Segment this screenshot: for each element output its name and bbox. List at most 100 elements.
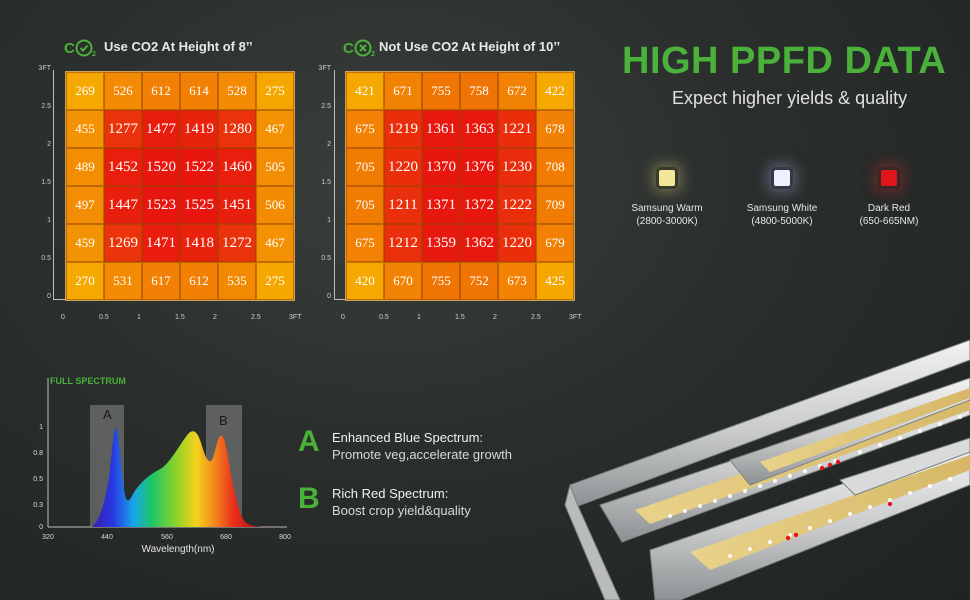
ppfd-cell: 755 [422,262,460,300]
ppfd-cell: 1419 [180,110,218,148]
grid-y-tick: 0 [327,293,331,300]
ppfd-cell: 1376 [460,148,498,186]
ppfd-cell: 708 [536,148,574,186]
ppfd-cell: 1460 [218,148,256,186]
ppfd-cell: 1221 [498,110,536,148]
ppfd-cell: 467 [256,224,294,262]
ppfd-cell: 1280 [218,110,256,148]
feature-a-letter: A [298,425,320,458]
spectrum-curve [92,428,266,527]
ppfd-cell: 1269 [104,224,142,262]
led-dark-red: Dark Red (650-665NM) [829,170,949,228]
ppfd-cell: 1452 [104,148,142,186]
svg-text:C: C [343,40,354,57]
ppfd-cell: 1220 [498,224,536,262]
grid-title-co2: C 2 Use CO2 At Height of 8’’ [64,39,253,58]
ppfd-cell: 275 [256,72,294,110]
led-samsung-warm: Samsung Warm (2800-3000K) [607,170,727,228]
spec-y-tick: 1 [39,424,43,431]
grid-x-tick: 1.5 [175,314,185,321]
grid-y-tick: 1 [327,217,331,224]
grid-x-tick: 3FT [289,314,302,321]
ppfd-cell: 269 [66,72,104,110]
ppfd-cell: 489 [66,148,104,186]
ppfd-cell: 612 [142,72,180,110]
spec-y-tick: 0 [39,524,43,531]
grid-x-tick: 2 [493,314,497,321]
ppfd-cell: 535 [218,262,256,300]
ppfd-cell: 672 [498,72,536,110]
feature-a-desc: Promote veg,accelerate growth [332,447,512,462]
ppfd-cell: 1523 [142,186,180,224]
ppfd-cell: 1477 [142,110,180,148]
ppfd-cell: 1277 [104,110,142,148]
ppfd-grid-co2: 269 526 612 614 528 275 455 1277 1477 1419 1280 467… [65,71,295,301]
grid-y-tick: 3FT [38,65,51,72]
feature-a-title: Enhanced Blue Spectrum: [332,430,484,445]
ppfd-cell: 705 [346,148,384,186]
ppfd-cell: 705 [346,186,384,224]
ppfd-cell: 614 [180,72,218,110]
ppfd-cell: 709 [536,186,574,224]
ppfd-cell: 528 [218,72,256,110]
svg-text:C: C [64,40,75,57]
grid-x-tick: 0.5 [379,314,389,321]
ppfd-cell: 1522 [180,148,218,186]
grid-y-tick: 2.5 [321,103,331,110]
spec-y-tick: 0.5 [33,476,43,483]
ppfd-cell: 1370 [422,148,460,186]
ppfd-cell: 425 [536,262,574,300]
feature-b-letter: B [298,482,320,515]
ppfd-cell: 1362 [460,224,498,262]
ppfd-cell: 673 [498,262,536,300]
led-warm-icon [659,170,675,186]
ppfd-cell: 506 [256,186,294,224]
ppfd-cell: 1272 [218,224,256,262]
feature-b-desc: Boost crop yield&quality [332,503,471,518]
headline: HIGH PPFD DATA [622,40,947,82]
ppfd-cell: 420 [346,262,384,300]
led-white-icon [774,170,790,186]
svg-text:2: 2 [92,51,96,58]
grid-y-tick: 3FT [318,65,331,72]
ppfd-cell: 1219 [384,110,422,148]
ppfd-cell: 755 [422,72,460,110]
ppfd-cell: 1361 [422,110,460,148]
ppfd-cell: 1220 [384,148,422,186]
spec-x-tick: 800 [279,534,291,541]
ppfd-cell: 1372 [460,186,498,224]
ppfd-cell: 459 [66,224,104,262]
grid-x-tick: 0.5 [99,314,109,321]
ppfd-cell: 455 [66,110,104,148]
co2-cross-icon: C 2 [343,39,375,58]
ppfd-cell: 1418 [180,224,218,262]
grid-y-tick: 0.5 [321,255,331,262]
subheadline: Expect higher yields & quality [672,88,908,108]
ppfd-grid-no-co2: 421 671 755 758 672 422 675 1219 1361 1363 1221 678… [345,71,575,301]
ppfd-cell: 1230 [498,148,536,186]
svg-text:2: 2 [371,51,375,58]
ppfd-cell: 1520 [142,148,180,186]
grid-x-tick: 2 [213,314,217,321]
spectrum-chart: FULL SPECTRUM A B 1 0.8 0.5 0.3 0 320 44… [33,376,291,555]
ppfd-cell: 275 [256,262,294,300]
grid-title-no-co2: C 2 Not Use CO2 At Height of 10’’ [343,39,561,58]
grid-x-tick: 1 [417,314,421,321]
grid-y-tick: 2 [327,141,331,148]
ppfd-cell: 1447 [104,186,142,224]
ppfd-cell: 1451 [218,186,256,224]
ppfd-cell: 675 [346,110,384,148]
led-samsung-white: Samsung White (4800-5000K) [722,170,842,228]
spec-x-tick: 680 [220,534,232,541]
grid-x-tick: 2.5 [531,314,541,321]
grid-y-tick: 2.5 [41,103,51,110]
feature-b-title: Rich Red Spectrum: [332,486,449,501]
ppfd-cell: 270 [66,262,104,300]
grid-y-tick: 2 [47,141,51,148]
ppfd-cell: 497 [66,186,104,224]
spectrum-title: FULL SPECTRUM [50,376,126,386]
spec-x-tick: 320 [42,534,54,541]
grid-x-tick: 2.5 [251,314,261,321]
ppfd-cell: 1471 [142,224,180,262]
grid-x-tick: 0 [341,314,345,321]
